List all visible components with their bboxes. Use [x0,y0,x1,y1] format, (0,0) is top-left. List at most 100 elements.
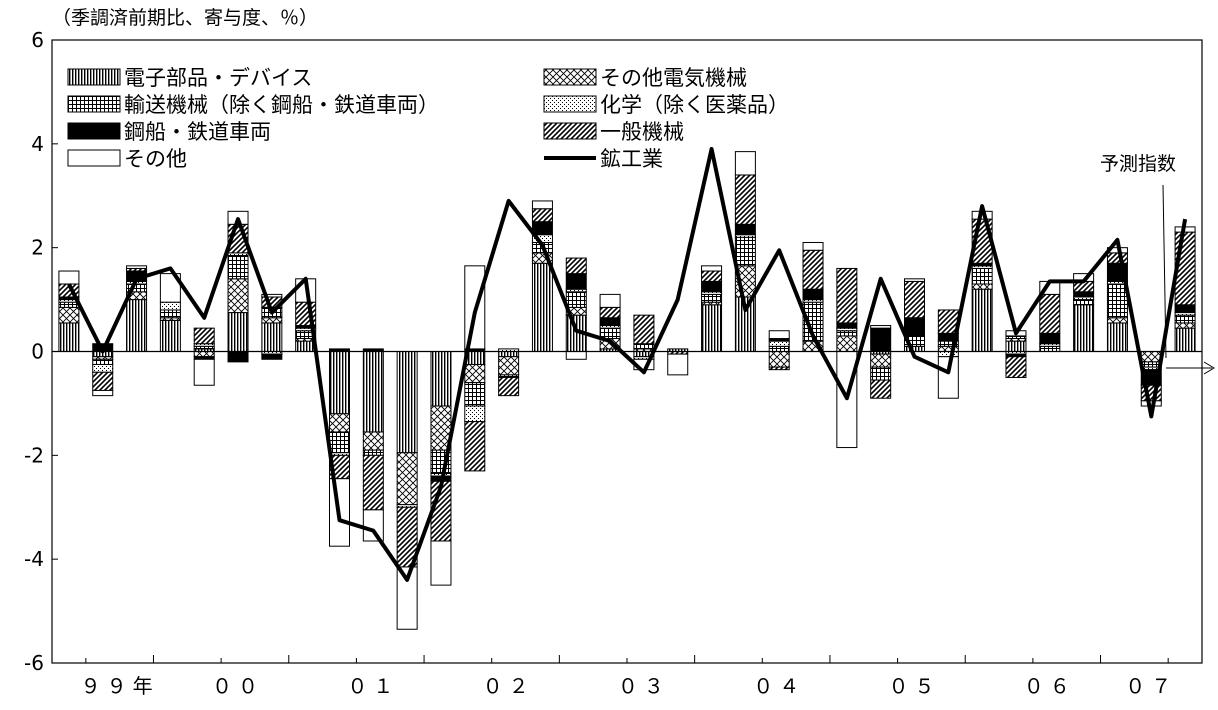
x-year-label: ０３ [618,674,670,698]
bar-segment-ship_rail [261,353,283,360]
bar-segment-general [768,366,790,371]
bar-segment-electronic [261,322,283,352]
bar-segment-transport [701,293,723,303]
bar-segment-ship_rail [1039,332,1061,345]
bar-segment-electronic [396,351,418,454]
bar-segment-transport [836,330,858,337]
series-line-mining [67,147,1188,582]
bar-segment-others [768,330,790,340]
x-year-label: ０２ [483,674,535,698]
bar-segment-transport [1039,345,1061,352]
y-tick-label: 4 [31,132,44,156]
bar-segment-others [565,351,587,360]
bar-segment-general [904,280,925,319]
bar-segment-transport [1073,299,1095,306]
bar-segment-general [362,454,384,511]
legend-swatch-transport [67,95,121,113]
bar-segment-ship_rail [1174,304,1196,314]
bar-segment-ship_rail [701,280,723,293]
bar-segment-transport [870,366,892,381]
bar-segment-others [92,389,114,397]
bar-segment-electronic [159,319,181,353]
bar-segment-electronic [430,351,452,407]
bar-segment-other_elec [1106,317,1128,324]
bar-segment-other_elec [464,363,486,384]
bar-segment-general [565,257,587,275]
bar-segment-general [1005,356,1027,378]
bar-segment-transport [329,431,350,454]
bar-segment-transport [227,254,249,280]
x-axis: ９９年 ００ ０１ ０２ ０３ ０４ ０５ ０６ ０７ [81,655,1177,698]
bar-segment-other_elec [971,283,993,290]
bar-segment-transport [1174,314,1196,324]
bar-segment-electronic [498,351,520,358]
bar-segment-ship_rail [802,288,824,301]
bar-segment-chemical [464,405,486,423]
bar-segment-electronic [227,312,249,352]
bar-segment-electronic [329,351,350,415]
y-tick-label: -2 [24,443,44,467]
legend-swatch-chemical [543,95,597,113]
bar-segment-general [464,421,486,472]
bar-segment-other_elec [836,335,858,352]
bar-segment-others [58,270,80,285]
bar-segment-others [531,200,553,210]
bar-segment-others [599,293,621,308]
bar-segment-other_elec [498,356,520,376]
bar-segment-others [667,353,689,376]
x-year-label: ０７ [1125,674,1177,698]
legend-label-electronic: 電子部品・デバイス [124,66,312,90]
bar-segment-ship_rail [904,317,925,337]
bar-segment-chemical [92,363,114,373]
legend-swatch-electronic [67,68,121,86]
bar-segment-transport [58,301,80,308]
bar-segment-ship_rail [870,327,892,353]
bar-segment-transport [464,382,486,407]
forecast-pointer [1162,184,1167,359]
bar-segment-general [92,371,114,391]
bar-segment-others [734,151,756,176]
legend-label-general: 一般機械 [600,120,684,144]
chart-title: （季調済前期比、寄与度、％） [52,7,318,29]
bar-segment-electronic [701,304,723,352]
legend-label-chemical: 化学（除く医薬品） [600,93,789,117]
bar-segment-other_elec [193,351,215,358]
bar-segment-electronic [58,322,80,352]
bar-segment-electronic [1073,304,1095,352]
legend-label-ship_rail: 鋼船・鉄道車両 [124,120,271,144]
bar-segment-others [701,265,723,272]
bar-segment-transport [768,345,790,352]
bar-segment-ship_rail [599,317,621,327]
bar-segment-other_elec [1174,322,1196,329]
bar-segment-general [1039,293,1061,334]
bar-segment-transport [1106,283,1128,319]
mining-line-layer [67,147,1188,582]
bar-segment-transport [362,449,384,456]
bar-segment-general [633,314,655,345]
bar-segment-electronic [971,288,993,353]
legend-swatch-other_elec [543,68,597,86]
bar-segment-others [362,509,384,542]
bar-segment-other_elec [58,306,80,324]
forecast-annotation: 予測指数 [1100,153,1215,375]
bar-segment-transport [734,236,756,267]
bar-segment-transport [159,309,181,319]
forecast-label: 予測指数 [1100,153,1176,175]
bar-segment-other_elec [768,351,790,368]
bar-segment-others [430,540,452,586]
x-year-label: ９９年 [81,674,159,698]
bar-segment-transport [971,267,993,285]
bar-segment-chemical [768,340,790,347]
bar-segment-general [531,208,553,223]
bar-segment-general [870,379,892,399]
bar-segment-other_elec [396,452,418,506]
bar-segment-electronic [126,299,148,353]
bar-segment-general [498,376,520,397]
bars [52,151,1202,630]
y-tick-label: 0 [31,340,44,364]
bar-segment-other_elec [261,317,283,324]
bar-segment-electronic [1174,327,1196,353]
bar-segment-general [599,306,621,319]
legend-label-mining: 鉱工業 [600,147,663,171]
